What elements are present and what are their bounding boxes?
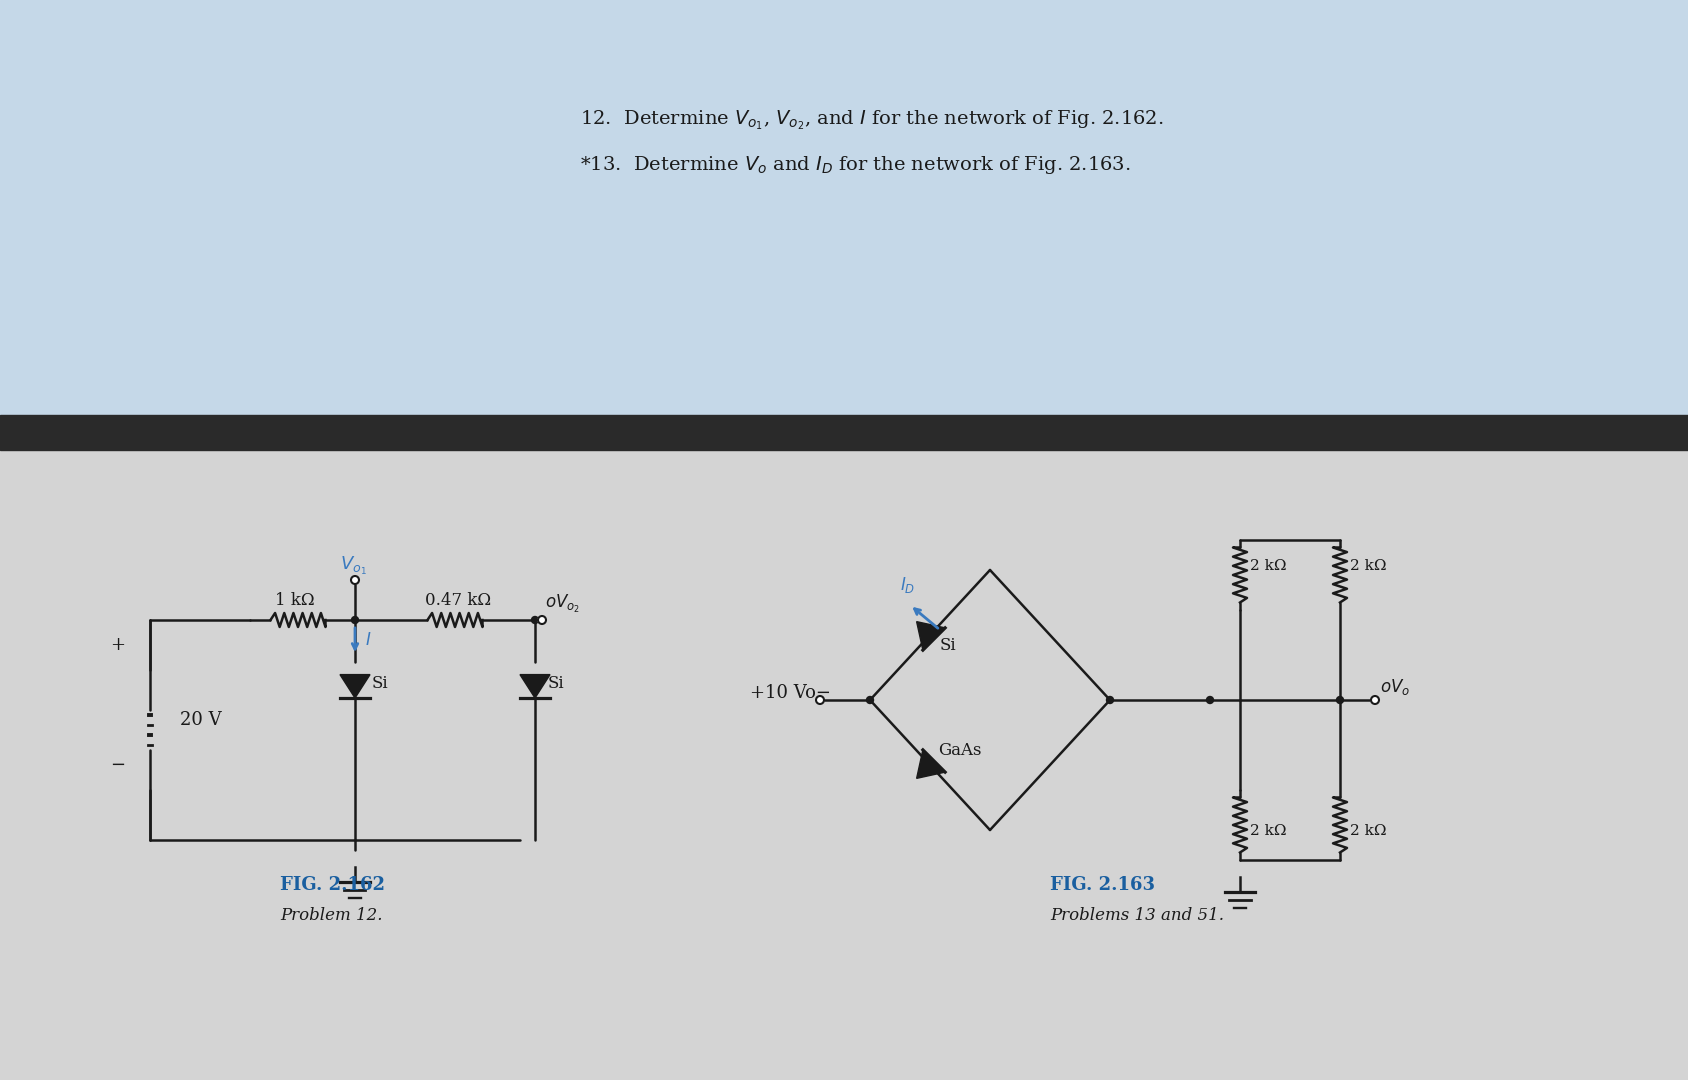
Polygon shape (520, 675, 550, 698)
Text: +10 Vo−: +10 Vo− (749, 684, 830, 702)
Circle shape (351, 576, 360, 584)
Polygon shape (917, 622, 945, 650)
Text: 20 V: 20 V (181, 711, 221, 729)
Polygon shape (917, 750, 945, 779)
Text: $I_D$: $I_D$ (900, 575, 915, 595)
Text: 2 kΩ: 2 kΩ (1350, 559, 1386, 573)
Circle shape (866, 697, 873, 703)
Text: 0.47 kΩ: 0.47 kΩ (425, 592, 491, 609)
Text: Si: Si (371, 675, 388, 692)
Text: $oV_o$: $oV_o$ (1381, 677, 1409, 697)
Text: 1 kΩ: 1 kΩ (275, 592, 314, 609)
Bar (0, 415, 1688, 450)
Text: $oV_{o_2}$: $oV_{o_2}$ (545, 593, 581, 616)
Text: FIG. 2.162: FIG. 2.162 (280, 876, 385, 894)
Circle shape (1337, 697, 1344, 703)
Text: $I$: $I$ (365, 632, 371, 649)
Text: 2 kΩ: 2 kΩ (1251, 824, 1286, 838)
Text: −: − (110, 756, 125, 774)
Text: *13.  Determine $V_o$ and $I_D$ for the network of Fig. 2.163.: *13. Determine $V_o$ and $I_D$ for the n… (581, 154, 1131, 176)
Text: GaAs: GaAs (939, 742, 981, 759)
Circle shape (538, 616, 545, 624)
Text: 2 kΩ: 2 kΩ (1251, 559, 1286, 573)
Circle shape (351, 617, 358, 623)
Text: +: + (110, 636, 125, 654)
Polygon shape (339, 675, 370, 698)
Text: Si: Si (549, 675, 564, 692)
Text: 2 kΩ: 2 kΩ (1350, 824, 1386, 838)
Text: Problems 13 and 51.: Problems 13 and 51. (1050, 907, 1224, 924)
Text: 12.  Determine $V_{o_1}$, $V_{o_2}$, and $I$ for the network of Fig. 2.162.: 12. Determine $V_{o_1}$, $V_{o_2}$, and … (581, 108, 1163, 132)
Circle shape (1371, 696, 1379, 704)
Text: $V_{o_1}$: $V_{o_1}$ (339, 555, 366, 577)
Circle shape (1107, 697, 1114, 703)
Circle shape (1207, 697, 1214, 703)
Text: FIG. 2.163: FIG. 2.163 (1050, 876, 1155, 894)
Circle shape (532, 617, 538, 623)
Bar (0, 0, 1688, 430)
Text: Problem 12.: Problem 12. (280, 907, 383, 924)
Circle shape (815, 696, 824, 704)
Bar (0, 430, 1688, 1080)
Text: Si: Si (940, 637, 957, 654)
